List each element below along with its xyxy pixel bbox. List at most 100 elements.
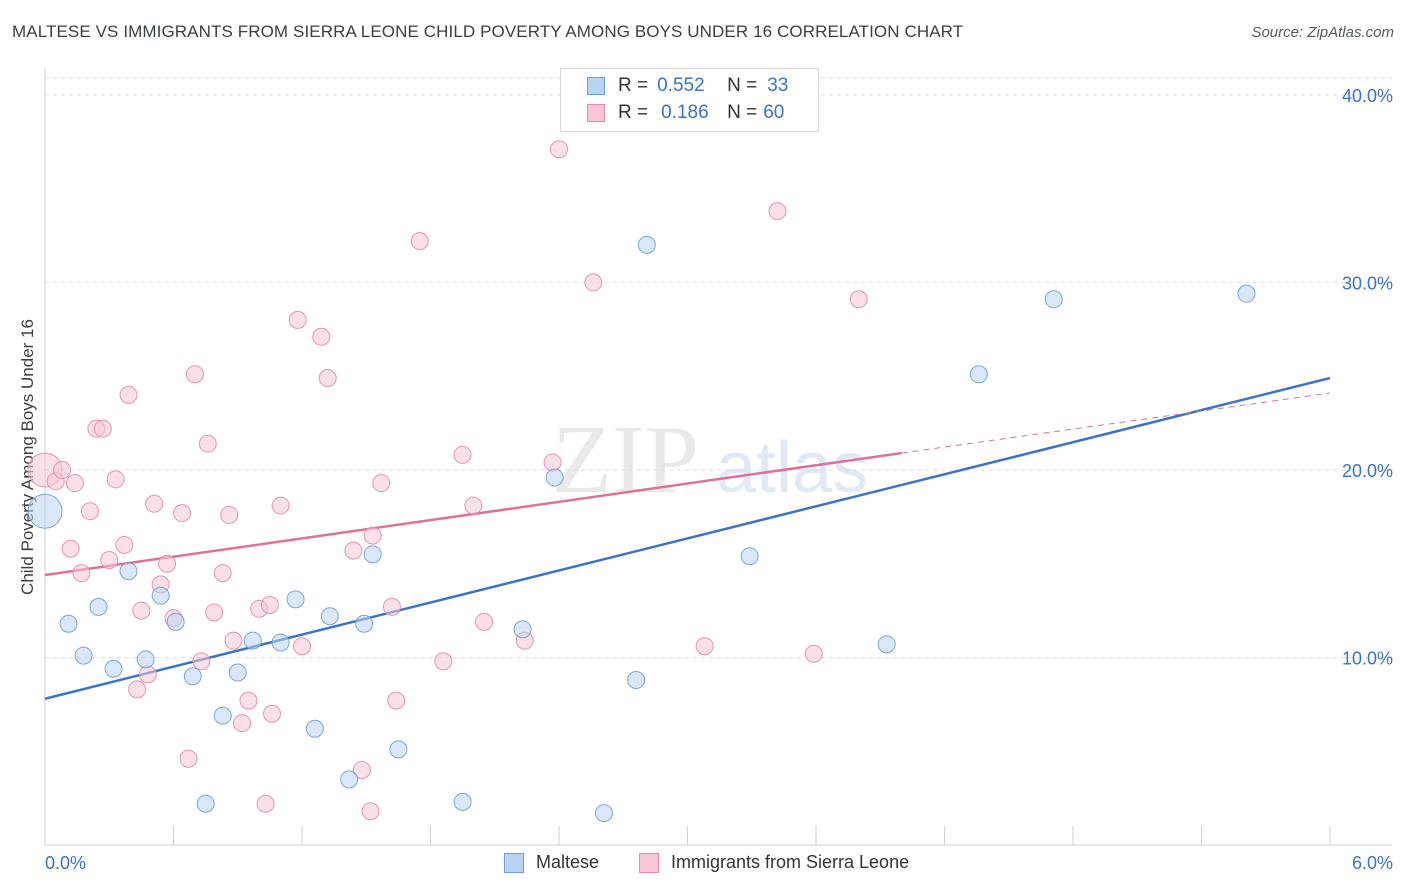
sierra-leone-point: [312, 327, 331, 346]
sierra-leone-point: [185, 365, 204, 384]
maltese-point: [151, 586, 170, 605]
maltese-point: [355, 614, 374, 633]
maltese-point: [119, 562, 138, 581]
sierra-leone-point: [352, 760, 371, 779]
maltese-point: [213, 706, 232, 725]
n-value: 60: [763, 102, 785, 123]
r-value: 0.186: [661, 102, 709, 123]
maltese-point: [196, 794, 215, 813]
sierra-leone-point: [106, 470, 125, 489]
sierra-leone-point: [695, 637, 714, 656]
sierra-leone-point: [224, 631, 243, 650]
sierra-leone-point: [288, 310, 307, 329]
sierra-leone-point: [550, 140, 568, 159]
sierra-leone-point: [318, 369, 337, 388]
sierra-leone-point: [119, 385, 138, 404]
y-tick-label: 10.0%: [1342, 648, 1393, 668]
maltese-point: [27, 493, 63, 529]
sierra-leone-point: [145, 494, 164, 513]
sierra-leone-point: [213, 564, 232, 583]
sierra-leone-point: [271, 496, 290, 515]
sierra-leone-point: [65, 474, 84, 493]
sierra-leone-point: [410, 232, 429, 251]
chart-title: MALTESE VS IMMIGRANTS FROM SIERRA LEONE …: [12, 22, 964, 41]
sierra-leone-point: [128, 680, 147, 699]
maltese-point: [104, 659, 123, 678]
maltese-point: [1237, 284, 1256, 303]
sierra-leone-point: [192, 652, 211, 671]
maltese-point: [637, 235, 656, 254]
sierra-leone-point: [804, 644, 823, 663]
maltese-point: [363, 545, 382, 564]
sierra-leone-point: [115, 535, 134, 554]
sierra-leone-trend-extension: [901, 392, 1331, 454]
sierra-leone-point: [344, 541, 363, 560]
grid-lines: [45, 77, 1392, 658]
maltese-point: [89, 597, 108, 616]
sierra-leone-point: [53, 460, 72, 479]
sierra-leone-point: [173, 504, 192, 523]
n-label: N =: [727, 102, 758, 123]
maltese-point: [320, 607, 339, 626]
stats-row-maltese: R = 0.552 N = 33: [587, 73, 788, 99]
legend-item-maltese: Maltese: [504, 852, 599, 873]
sierra-leone-legend-swatch: [639, 852, 659, 873]
maltese-point: [74, 646, 93, 665]
sierra-leone-point: [205, 603, 224, 622]
maltese-point: [545, 468, 564, 487]
maltese-point: [166, 612, 185, 631]
sierra-leone-point: [361, 802, 380, 821]
maltese-point: [286, 590, 305, 609]
sierra-leone-point: [233, 714, 252, 733]
maltese-point: [453, 792, 472, 811]
maltese-point: [136, 650, 155, 669]
watermark-zip: ZIP: [552, 406, 699, 514]
maltese-point: [627, 670, 646, 689]
sierra-leone-point: [260, 595, 279, 614]
sierra-leone-point: [363, 526, 382, 545]
sierra-leone-point: [768, 202, 787, 221]
maltese-point: [271, 633, 290, 652]
sierra-leone-point: [158, 554, 177, 573]
sierra-leone-point: [475, 612, 494, 631]
r-label: R =: [618, 102, 649, 123]
sierra-leone-point: [464, 496, 483, 515]
sierra-leone-point: [263, 704, 282, 723]
legend-label-sierra-leone: Immigrants from Sierra Leone: [671, 852, 910, 872]
sierra-leone-point: [293, 637, 311, 656]
maltese-point: [183, 667, 202, 686]
maltese-swatch: [587, 77, 605, 95]
sierra-leone-point: [372, 474, 391, 493]
sierra-leone-point: [256, 794, 275, 813]
sierra-leone-point: [434, 652, 453, 671]
series-legend: Maltese Immigrants from Sierra Leone: [0, 852, 1406, 878]
source-label: Source: ZipAtlas.com: [1251, 24, 1394, 41]
sierra-leone-point: [239, 691, 258, 710]
maltese-point: [243, 631, 262, 650]
sierra-leone-point: [849, 290, 868, 309]
x-tick-label: 0.0%: [45, 853, 86, 873]
sierra-leone-point: [138, 665, 157, 684]
watermark: ZIP atlas: [552, 406, 868, 514]
r-label: R =: [618, 75, 649, 96]
stats-row-sierra-leone: R = 0.186 N = 60: [587, 100, 784, 126]
sierra-leone-point: [93, 419, 112, 438]
maltese-point: [305, 719, 324, 738]
sierra-leone-point: [387, 691, 406, 710]
maltese-point: [877, 635, 896, 654]
sierra-leone-point: [80, 502, 99, 521]
maltese-point: [228, 663, 247, 682]
maltese-point: [340, 770, 359, 789]
maltese-legend-swatch: [504, 852, 524, 873]
legend-item-sierra-leone: Immigrants from Sierra Leone: [639, 852, 909, 873]
maltese-point: [513, 620, 532, 639]
sierra-leone-swatch: [587, 104, 605, 122]
y-tick-label: 30.0%: [1342, 273, 1393, 293]
stats-legend: R = 0.552 N = 33 R = 0.186 N = 60: [560, 68, 819, 132]
sierra-leone-point: [100, 550, 119, 569]
sierra-leone-point: [61, 539, 80, 558]
sierra-leone-point: [453, 445, 472, 464]
maltese-point: [740, 547, 759, 566]
x-tick-label: 6.0%: [1352, 853, 1393, 873]
